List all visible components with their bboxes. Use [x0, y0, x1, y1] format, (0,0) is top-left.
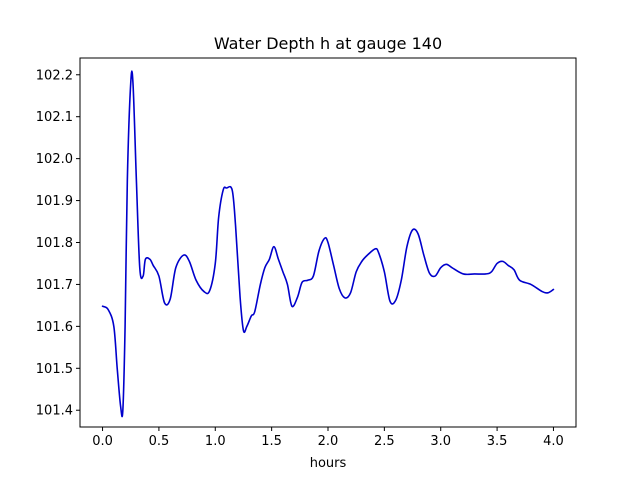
x-tick-label: 0.0 — [92, 434, 113, 449]
x-tick-label: 3.5 — [487, 434, 508, 449]
x-tick-label: 4.0 — [543, 434, 564, 449]
series-layer — [101, 70, 555, 418]
series-line-0 — [101, 70, 555, 418]
y-tick-label: 102.2 — [36, 68, 73, 83]
y-tick-label: 102.0 — [36, 152, 73, 167]
x-tick-label: 2.0 — [318, 434, 339, 449]
y-tick-label: 101.9 — [36, 194, 73, 209]
y-tick-label: 101.8 — [36, 236, 73, 251]
x-tick-label: 2.5 — [374, 434, 395, 449]
y-tick-label: 101.5 — [36, 362, 73, 377]
x-axis: 0.0 0.5 1.0 1.5 2.0 2.5 3.0 3.5 4.0 — [92, 427, 564, 449]
y-tick-label: 101.7 — [36, 278, 73, 293]
x-axis-label: hours — [310, 456, 347, 471]
x-tick-label: 3.0 — [430, 434, 451, 449]
y-tick-label: 101.4 — [36, 404, 73, 419]
chart-title: Water Depth h at gauge 140 — [214, 34, 442, 53]
y-tick-label: 102.1 — [36, 110, 73, 125]
x-tick-label: 1.0 — [205, 434, 226, 449]
y-axis: 101.4 101.5 101.6 101.7 101.8 101.9 102.0 102.1… — [36, 68, 80, 419]
x-tick-label: 1.5 — [261, 434, 282, 449]
y-tick-label: 101.6 — [36, 320, 73, 335]
x-tick-label: 0.5 — [149, 434, 170, 449]
